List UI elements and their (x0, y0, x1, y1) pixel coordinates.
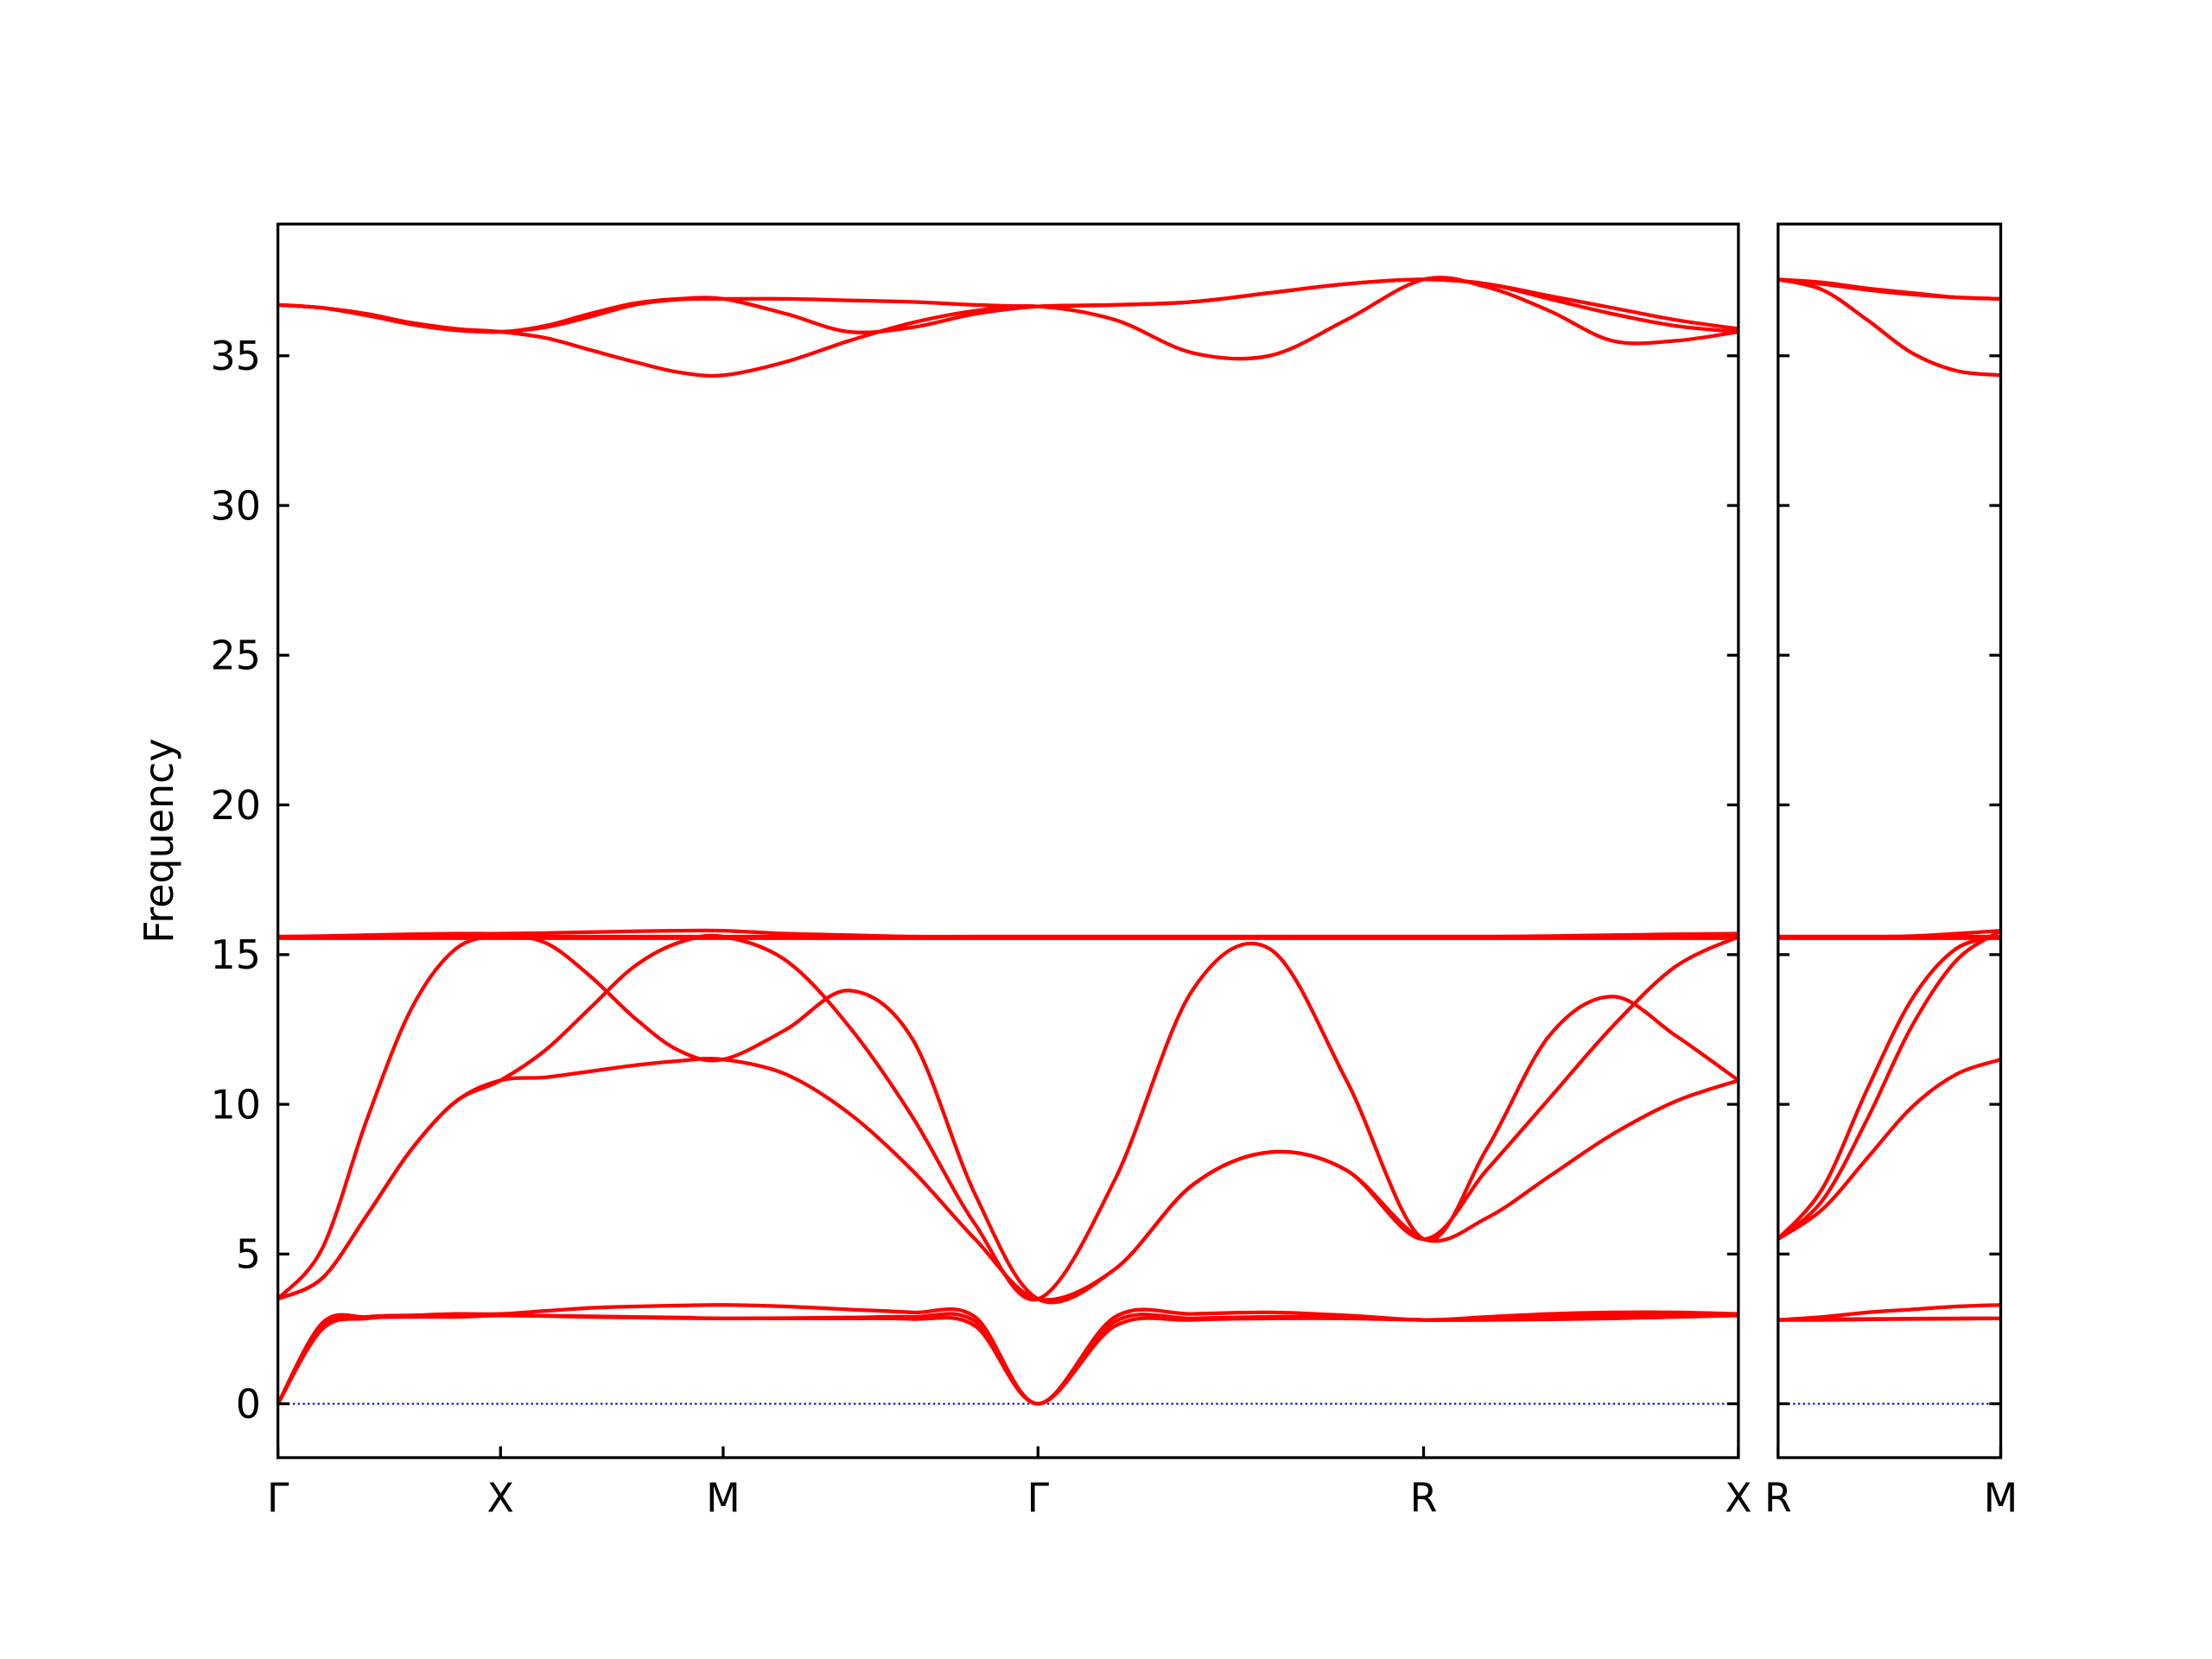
y-tick-label: 35 (210, 333, 260, 379)
y-tick-label: 30 (210, 482, 260, 529)
y-tick-label: 5 (236, 1231, 261, 1278)
band-line (1777, 1316, 2001, 1322)
x-tick-label: Γ (1027, 1474, 1049, 1521)
x-tick-label: M (706, 1474, 741, 1521)
y-tick-label: 10 (210, 1081, 260, 1128)
x-tick-label: Γ (267, 1474, 289, 1521)
x-tick-label: X (487, 1474, 514, 1521)
band-line (276, 1313, 1738, 1406)
y-axis-label: Frequency (136, 738, 182, 943)
band-line (276, 1312, 1738, 1406)
band-line (276, 933, 1740, 1302)
band-line (1777, 929, 2002, 1241)
plot-frame (1777, 222, 2003, 1459)
x-tick-label: X (1725, 1474, 1751, 1521)
band-line (276, 1303, 1738, 1406)
band-line (1777, 1058, 2002, 1241)
band-line (1777, 934, 2002, 1241)
x-tick-label: R (1410, 1474, 1438, 1521)
band-line (1777, 277, 2001, 302)
x-tick-label: M (1984, 1474, 2018, 1521)
y-tick-label: 25 (210, 632, 260, 679)
plot-frame (276, 222, 1740, 1459)
band-line (277, 277, 1739, 334)
band-line (1777, 1303, 2001, 1322)
y-tick-label: 15 (210, 931, 260, 978)
y-tick-label: 20 (210, 782, 260, 829)
x-tick-label: R (1764, 1474, 1792, 1521)
band-line (1777, 277, 2001, 378)
band-line (276, 934, 1739, 1305)
y-tick-label: 0 (236, 1381, 261, 1427)
